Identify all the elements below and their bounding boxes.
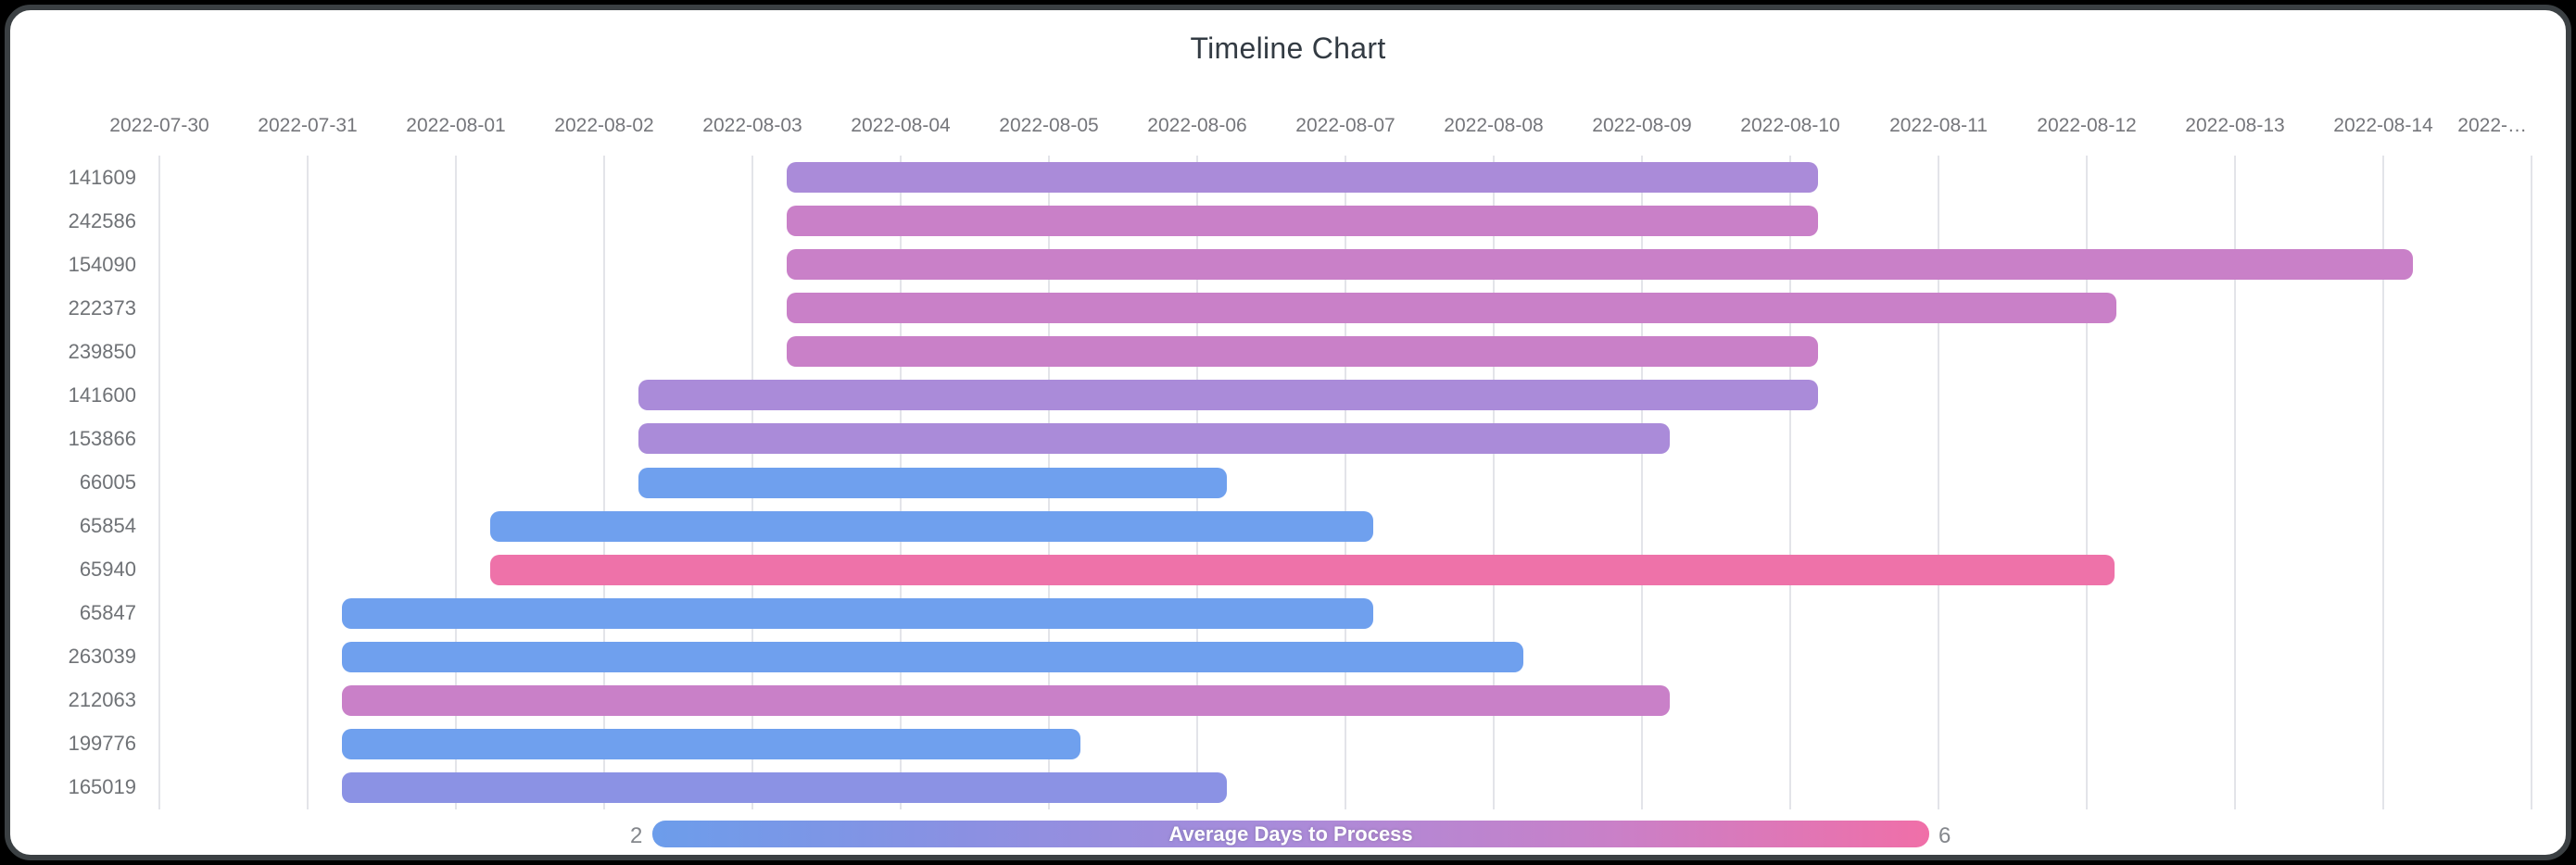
- timeline-bar[interactable]: [786, 336, 1819, 368]
- y-axis-label: 199776: [68, 732, 136, 756]
- timeline-bar[interactable]: [341, 641, 1523, 672]
- x-axis-label: 2022-08-07: [1295, 115, 1395, 136]
- timeline-bar[interactable]: [638, 380, 1819, 411]
- y-axis-label: 141600: [68, 382, 136, 407]
- timeline-bar[interactable]: [786, 293, 2116, 324]
- timeline-bar[interactable]: [638, 423, 1671, 455]
- x-axis-label: 2022-08-13: [2185, 115, 2285, 136]
- gridline: [2531, 156, 2532, 809]
- y-axis-label: 65940: [79, 558, 136, 582]
- x-axis-label: 2022-08-09: [1592, 115, 1692, 136]
- gridline: [1493, 156, 1495, 809]
- x-axis-label: 2022-07-30: [109, 115, 209, 136]
- timeline-bar[interactable]: [786, 249, 2413, 281]
- gridline: [603, 156, 605, 809]
- gridline: [1938, 156, 1939, 809]
- y-axis-label: 141609: [68, 165, 136, 189]
- y-axis-label: 263039: [68, 645, 136, 669]
- gridline: [2086, 156, 2088, 809]
- y-axis-label: 242586: [68, 208, 136, 232]
- gridline: [455, 156, 457, 809]
- timeline-bar[interactable]: [786, 162, 1819, 194]
- x-axis-label: 2022-08-03: [702, 115, 802, 136]
- timeline-bar[interactable]: [638, 467, 1227, 498]
- x-axis-label: 2022-08-10: [1740, 115, 1840, 136]
- y-axis-label: 66005: [79, 470, 136, 494]
- x-axis-label: 2022-08-14: [2333, 115, 2433, 136]
- timeline-bar[interactable]: [341, 684, 1671, 716]
- timeline-bar[interactable]: [489, 510, 1374, 542]
- legend-title: Average Days to Process: [1168, 821, 1413, 846]
- y-axis-label: 239850: [68, 339, 136, 363]
- x-axis-label: 2022-08-01: [406, 115, 506, 136]
- legend-max-label: 6: [1938, 823, 1951, 848]
- legend-min-label: 2: [630, 823, 643, 848]
- timeline-bar[interactable]: [786, 206, 1819, 237]
- gridline: [1789, 156, 1791, 809]
- y-axis-label: 165019: [68, 775, 136, 799]
- y-axis-label: 65847: [79, 601, 136, 625]
- y-axis-label: 212063: [68, 688, 136, 712]
- gridline: [2382, 156, 2384, 809]
- x-axis-label: 2022-08-06: [1147, 115, 1247, 136]
- chart-title: Timeline Chart: [1190, 31, 1386, 65]
- y-axis-label: 222373: [68, 295, 136, 320]
- y-axis-label: 153866: [68, 426, 136, 450]
- y-axis-label: 154090: [68, 252, 136, 276]
- x-axis-label: 2022-08-02: [554, 115, 654, 136]
- x-axis-label: 2022-08-12: [2037, 115, 2137, 136]
- gridline: [307, 156, 309, 809]
- gridline: [2234, 156, 2236, 809]
- x-axis-label: 2022-…: [2457, 115, 2527, 136]
- gridline: [1345, 156, 1346, 809]
- x-axis-label: 2022-07-31: [258, 115, 358, 136]
- x-axis-label: 2022-08-11: [1889, 115, 1988, 136]
- legend-gradient-bar[interactable]: Average Days to Process: [652, 821, 1929, 847]
- gridline: [1641, 156, 1643, 809]
- x-axis-label: 2022-08-05: [999, 115, 1099, 136]
- timeline-bar[interactable]: [341, 771, 1227, 803]
- timeline-bar[interactable]: [341, 728, 1080, 759]
- gridline: [158, 156, 160, 809]
- x-axis-label: 2022-08-08: [1444, 115, 1544, 136]
- timeline-bar[interactable]: [341, 597, 1374, 629]
- timeline-bar[interactable]: [489, 554, 2115, 585]
- y-axis-label: 65854: [79, 514, 136, 538]
- x-axis-label: 2022-08-04: [851, 115, 951, 136]
